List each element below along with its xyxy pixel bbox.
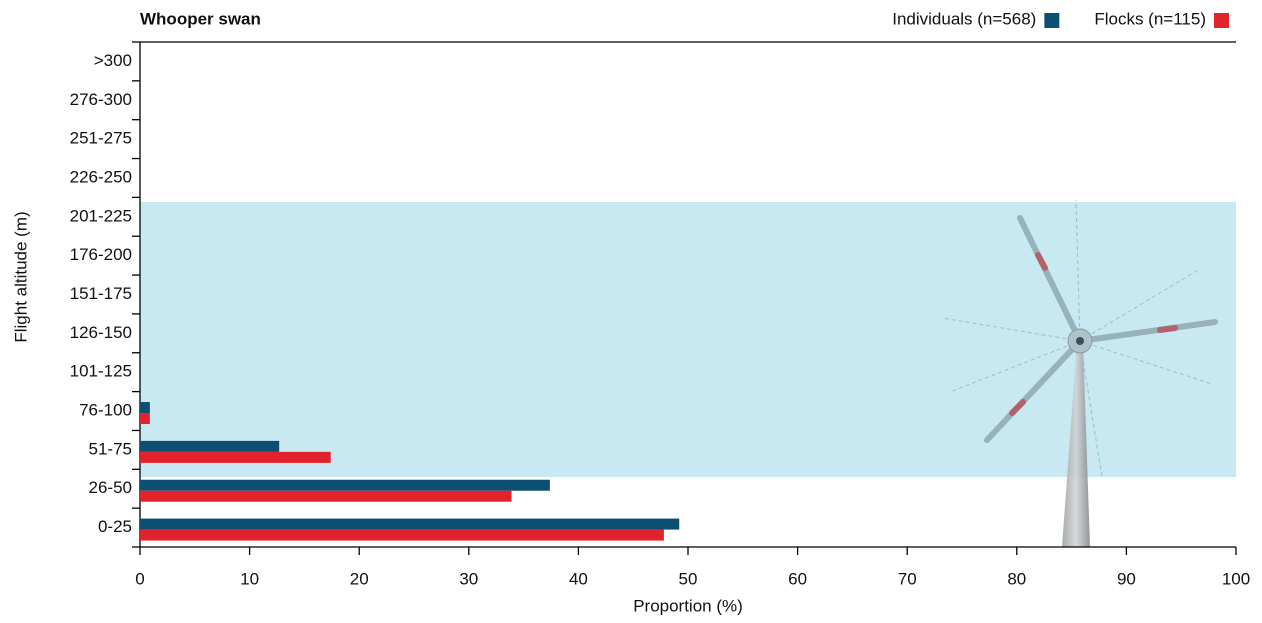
legend-label: Flocks (n=115): [1094, 9, 1206, 28]
bar: [140, 451, 331, 463]
x-tick-label: 0: [135, 569, 144, 588]
y-tick-label: 76-100: [79, 401, 132, 420]
chart-title: Whooper swan: [140, 9, 261, 28]
y-tick-label: 26-50: [89, 478, 132, 497]
x-axis-label: Proportion (%): [633, 596, 743, 615]
y-tick-label: 126-150: [70, 323, 132, 342]
bar: [140, 479, 550, 491]
y-tick-label: 251-275: [70, 129, 132, 148]
bar: [140, 440, 280, 452]
y-tick-label: 201-225: [70, 206, 132, 225]
y-tick-label: >300: [94, 51, 132, 70]
bar: [140, 518, 680, 530]
bar: [140, 490, 512, 502]
y-tick-label: 151-175: [70, 284, 132, 303]
legend-label: Individuals (n=568): [892, 9, 1036, 28]
bar: [140, 529, 664, 541]
bar: [140, 413, 150, 425]
x-tick-label: 10: [240, 569, 259, 588]
x-tick-label: 20: [350, 569, 369, 588]
x-tick-label: 80: [1007, 569, 1026, 588]
turbine-illustration: [941, 199, 1218, 547]
y-tick-label: 276-300: [70, 90, 132, 109]
x-tick-label: 40: [569, 569, 588, 588]
y-tick-label: 176-200: [70, 245, 132, 264]
y-tick-label: 0-25: [98, 517, 132, 536]
legend-swatch: [1044, 13, 1060, 28]
legend-swatch: [1214, 13, 1229, 28]
y-tick-label: 51-75: [89, 439, 132, 458]
y-axis-label: Flight altitude (m): [11, 211, 30, 342]
x-tick-label: 50: [679, 569, 698, 588]
x-tick-label: 90: [1117, 569, 1136, 588]
x-tick-label: 70: [898, 569, 917, 588]
y-tick-label: 101-125: [70, 362, 132, 381]
x-tick-label: 30: [459, 569, 478, 588]
bar: [140, 402, 150, 414]
x-tick-label: 60: [788, 569, 807, 588]
x-tick-label: 100: [1222, 569, 1250, 588]
rotor-zone: [140, 202, 1236, 477]
y-tick-label: 226-250: [70, 167, 132, 186]
